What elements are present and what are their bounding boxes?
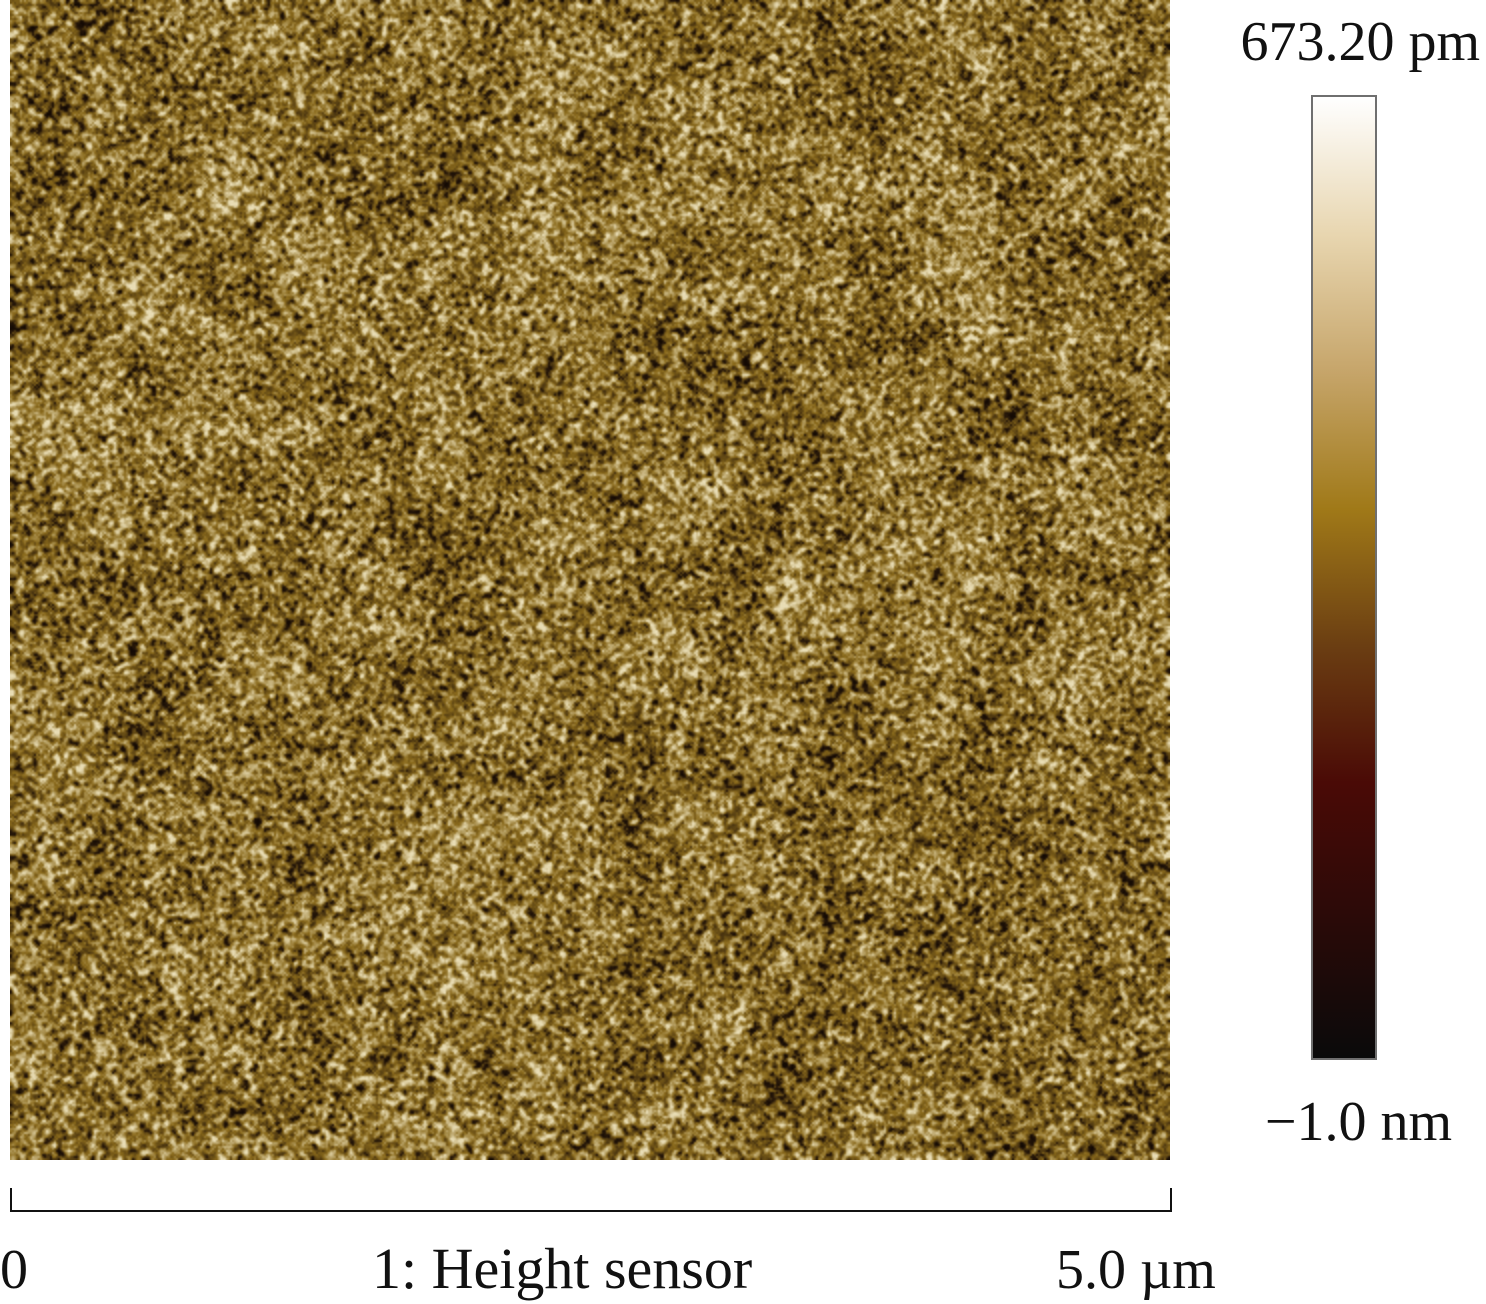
colorbar-min-label: −1.0 nm [1264,1091,1452,1153]
scale-bar [10,1188,1172,1212]
scale-end-label: 5.0 µm [1056,1239,1216,1301]
afm-height-image [10,0,1170,1160]
channel-label: 1: Height sensor [372,1236,753,1301]
colorbar-max-label: 673.20 pm [1240,11,1480,73]
height-colorbar [1311,95,1377,1060]
scale-start-label: 0 [0,1239,28,1301]
